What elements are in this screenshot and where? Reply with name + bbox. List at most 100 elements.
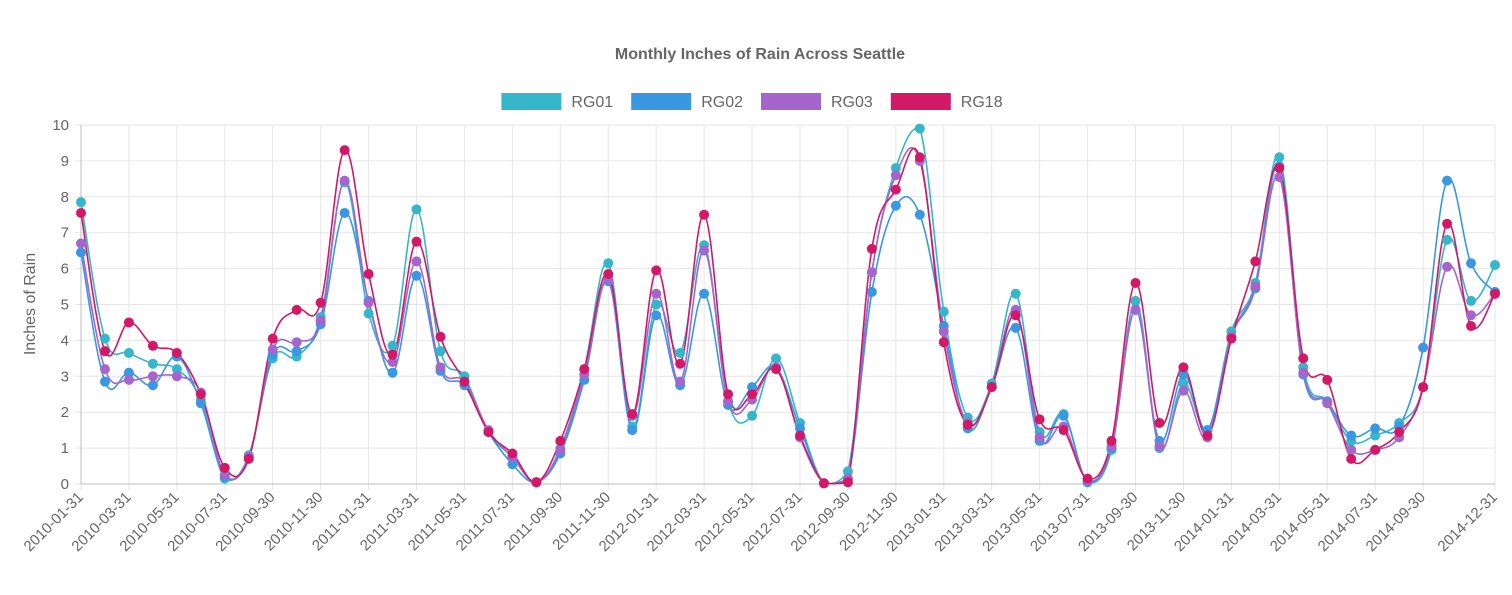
data-point-rg03[interactable]: [1154, 441, 1165, 452]
data-point-rg18[interactable]: [76, 207, 86, 218]
data-point-rg18[interactable]: [1346, 453, 1357, 464]
data-point-rg18[interactable]: [363, 268, 374, 279]
data-point-rg18[interactable]: [555, 435, 566, 446]
data-point-rg02[interactable]: [914, 209, 925, 220]
data-point-rg18[interactable]: [627, 408, 638, 419]
data-point-rg18[interactable]: [890, 184, 901, 195]
data-point-rg18[interactable]: [1106, 435, 1117, 446]
data-point-rg03[interactable]: [267, 344, 278, 355]
data-point-rg18[interactable]: [866, 243, 877, 254]
data-point-rg01[interactable]: [1010, 288, 1021, 299]
data-point-rg02[interactable]: [507, 459, 518, 470]
data-point-rg18[interactable]: [1298, 353, 1309, 364]
data-point-rg03[interactable]: [555, 444, 566, 455]
data-point-rg18[interactable]: [794, 430, 805, 441]
data-point-rg18[interactable]: [195, 389, 206, 400]
data-point-rg02[interactable]: [387, 367, 398, 378]
data-point-rg01[interactable]: [411, 204, 422, 215]
data-point-rg01[interactable]: [1130, 295, 1141, 306]
data-point-rg03[interactable]: [363, 297, 374, 308]
data-point-rg18[interactable]: [675, 358, 686, 369]
data-point-rg02[interactable]: [147, 380, 158, 391]
data-point-rg18[interactable]: [1010, 310, 1021, 321]
data-point-rg18[interactable]: [603, 268, 614, 279]
data-point-rg03[interactable]: [435, 362, 446, 373]
data-point-rg02[interactable]: [1442, 175, 1453, 186]
data-point-rg02[interactable]: [890, 200, 901, 211]
data-point-rg01[interactable]: [1274, 152, 1285, 163]
data-point-rg02[interactable]: [1370, 423, 1381, 434]
data-point-rg18[interactable]: [1490, 288, 1500, 299]
data-point-rg18[interactable]: [339, 145, 350, 156]
data-point-rg18[interactable]: [1154, 417, 1165, 428]
data-point-rg01[interactable]: [123, 347, 134, 358]
data-point-rg02[interactable]: [1418, 342, 1429, 353]
data-point-rg01[interactable]: [387, 340, 398, 351]
data-point-rg18[interactable]: [531, 477, 542, 488]
data-point-rg18[interactable]: [579, 364, 590, 375]
data-point-rg18[interactable]: [1466, 321, 1477, 332]
data-point-rg01[interactable]: [363, 308, 374, 319]
data-point-rg02[interactable]: [699, 288, 710, 299]
data-point-rg18[interactable]: [387, 349, 398, 360]
data-point-rg02[interactable]: [411, 270, 422, 281]
data-point-rg18[interactable]: [1082, 473, 1093, 484]
data-point-rg03[interactable]: [339, 175, 350, 186]
data-point-rg03[interactable]: [1274, 172, 1285, 183]
data-point-rg18[interactable]: [435, 331, 446, 342]
data-point-rg18[interactable]: [1202, 430, 1213, 441]
data-point-rg18[interactable]: [291, 304, 302, 315]
data-point-rg18[interactable]: [842, 477, 853, 488]
legend-item-rg18[interactable]: RG18: [890, 93, 1003, 111]
data-point-rg18[interactable]: [1322, 374, 1333, 385]
data-point-rg02[interactable]: [76, 247, 86, 258]
data-point-rg02[interactable]: [1178, 369, 1189, 380]
data-point-rg03[interactable]: [315, 315, 326, 326]
data-point-rg03[interactable]: [171, 371, 182, 382]
data-point-rg18[interactable]: [1226, 333, 1237, 344]
data-point-rg01[interactable]: [938, 306, 949, 317]
data-point-rg18[interactable]: [938, 337, 949, 348]
data-point-rg01[interactable]: [1442, 234, 1453, 245]
data-point-rg18[interactable]: [219, 462, 230, 473]
data-point-rg18[interactable]: [747, 389, 758, 400]
data-point-rg03[interactable]: [219, 470, 230, 481]
data-point-rg18[interactable]: [962, 419, 973, 430]
data-point-rg02[interactable]: [99, 376, 110, 387]
data-point-rg01[interactable]: [747, 410, 758, 421]
data-point-rg01[interactable]: [1370, 430, 1381, 441]
data-point-rg18[interactable]: [1034, 414, 1045, 425]
data-point-rg01[interactable]: [603, 258, 614, 269]
data-point-rg03[interactable]: [291, 337, 302, 348]
data-point-rg18[interactable]: [315, 297, 326, 308]
data-point-rg18[interactable]: [723, 389, 734, 400]
data-point-rg18[interactable]: [147, 340, 158, 351]
data-point-rg01[interactable]: [842, 466, 853, 477]
data-point-rg01[interactable]: [147, 358, 158, 369]
data-point-rg03[interactable]: [723, 396, 734, 407]
data-point-rg03[interactable]: [147, 371, 158, 382]
data-point-rg02[interactable]: [627, 425, 638, 436]
legend-item-rg01[interactable]: RG01: [501, 93, 613, 111]
data-point-rg18[interactable]: [411, 236, 422, 247]
data-point-rg03[interactable]: [699, 245, 710, 256]
data-point-rg18[interactable]: [1370, 444, 1381, 455]
data-point-rg03[interactable]: [651, 288, 662, 299]
data-point-rg18[interactable]: [1418, 382, 1429, 393]
data-point-rg18[interactable]: [1442, 218, 1453, 229]
data-point-rg02[interactable]: [1346, 430, 1357, 441]
data-point-rg02[interactable]: [291, 346, 302, 357]
data-point-rg18[interactable]: [483, 426, 494, 437]
data-point-rg01[interactable]: [76, 197, 86, 208]
data-point-rg18[interactable]: [1058, 425, 1069, 436]
data-point-rg01[interactable]: [914, 123, 925, 134]
data-point-rg01[interactable]: [1178, 378, 1189, 389]
data-point-rg03[interactable]: [1466, 310, 1477, 321]
data-point-rg18[interactable]: [1250, 256, 1261, 267]
data-point-rg03[interactable]: [411, 256, 422, 267]
data-point-rg02[interactable]: [794, 423, 805, 434]
data-point-rg03[interactable]: [1130, 304, 1141, 315]
data-point-rg02[interactable]: [123, 367, 134, 378]
data-point-rg03[interactable]: [1322, 398, 1333, 409]
data-point-rg01[interactable]: [651, 299, 662, 310]
